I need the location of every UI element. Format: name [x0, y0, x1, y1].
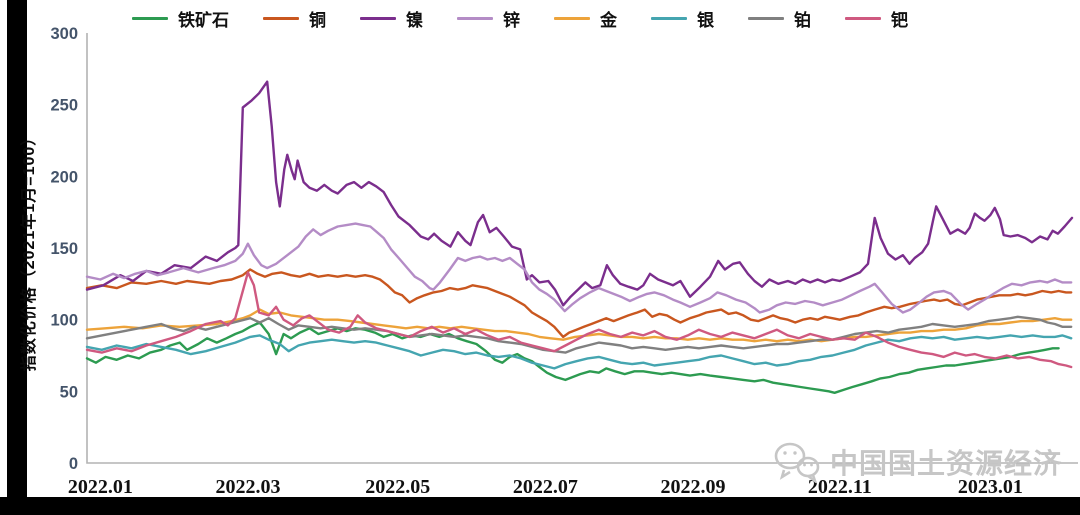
y-tick-label: 150 — [50, 240, 78, 258]
y-tick-label: 0 — [69, 455, 78, 473]
x-tick-label: 2022.01 — [68, 476, 133, 497]
watermark-text: 中国国土资源经济 — [830, 448, 1063, 479]
series-line-银 — [85, 334, 1073, 370]
left-black-border — [7, 0, 27, 497]
legend-label: 锌 — [503, 11, 520, 30]
series-line-铁矿石 — [85, 321, 1060, 394]
y-tick-label: 200 — [50, 168, 78, 186]
x-tick-label: 2022.09 — [660, 476, 725, 497]
legend-label: 铜 — [309, 11, 326, 30]
watermark: 中国国土资源经济 — [772, 441, 1062, 483]
legend-item-锌: 锌 — [457, 6, 520, 31]
legend-label: 铁矿石 — [178, 11, 229, 30]
legend-swatch-icon — [263, 17, 299, 20]
legend-label: 金 — [600, 11, 617, 30]
wechat-icon — [774, 442, 820, 483]
legend-item-铂: 铂 — [748, 6, 811, 31]
x-tick-label: 2022.11 — [808, 476, 872, 497]
series-line-铂 — [85, 315, 1073, 354]
legend-swatch-icon — [360, 17, 396, 20]
series-line-钯 — [85, 271, 1073, 369]
line-chart: 0 50 100 150 200 250 300 2022.01 2022.03 2022.05 2… — [50, 25, 1078, 497]
legend-item-铜: 铜 — [263, 6, 326, 31]
legend-item-银: 银 — [651, 6, 714, 31]
x-tick-label: 2023.01 — [958, 476, 1023, 497]
legend-swatch-icon — [845, 17, 881, 20]
legend-swatch-icon — [748, 17, 784, 20]
legend-swatch-icon — [132, 17, 168, 20]
x-tick-label: 2022.07 — [513, 476, 578, 497]
series-line-金 — [85, 308, 1073, 343]
legend-item-金: 金 — [554, 6, 617, 31]
series-line-锌 — [85, 222, 1073, 314]
y-tick-label: 100 — [50, 312, 78, 330]
legend-label: 铂 — [794, 11, 811, 30]
legend-label: 镍 — [406, 11, 423, 30]
bottom-black-border — [0, 497, 1080, 515]
legend-swatch-icon — [457, 17, 493, 20]
legend-label: 钯 — [891, 11, 908, 30]
y-tick-label: 300 — [50, 25, 78, 43]
legend-item-铁矿石: 铁矿石 — [132, 6, 229, 31]
series-line-镍 — [85, 80, 1074, 307]
legend-swatch-icon — [651, 17, 687, 20]
x-tick-label: 2022.03 — [215, 476, 280, 497]
y-tick-label: 250 — [50, 97, 78, 115]
legend-item-镍: 镍 — [360, 6, 423, 31]
legend-item-钯: 钯 — [845, 6, 908, 31]
axis-lines — [86, 33, 1078, 464]
legend-label: 银 — [697, 11, 714, 30]
y-tick-label: 50 — [60, 383, 78, 401]
x-tick-label: 2022.05 — [365, 476, 430, 497]
legend-swatch-icon — [554, 17, 590, 20]
chart-legend: 铁矿石 铜 镍 锌 金 银 铂 钯 — [132, 6, 908, 31]
